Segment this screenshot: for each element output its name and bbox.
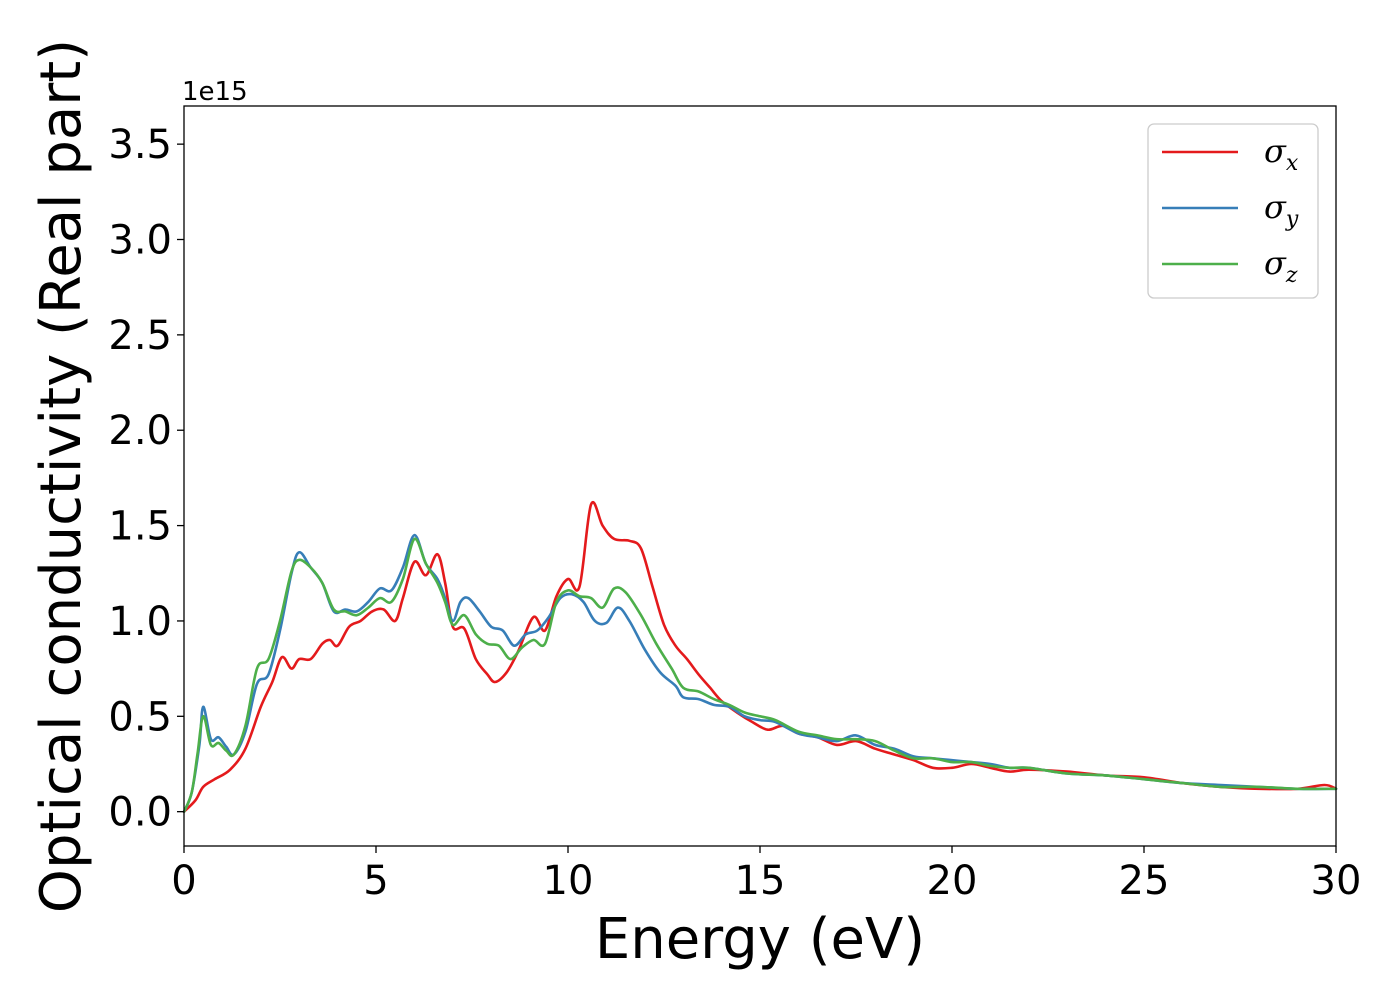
y-tick-label: 1.0 — [108, 599, 172, 645]
series-line-z — [182, 537, 1338, 813]
legend-label-x: σx — [1264, 132, 1299, 176]
x-tick-label: 30 — [1311, 858, 1362, 904]
y-tick-label: 1.5 — [108, 504, 172, 550]
x-tick-label: 20 — [927, 858, 978, 904]
x-tick-label: 10 — [543, 858, 594, 904]
x-axis-title: Energy (eV) — [595, 907, 925, 972]
series-line-y — [182, 533, 1338, 813]
y-axis: 0.0 0.5 1.0 1.5 2.0 2.5 3.0 3.5 — [108, 122, 184, 836]
plot-lines — [182, 501, 1338, 813]
y-offset-label: 1e15 — [182, 77, 248, 107]
x-tick-label: 0 — [171, 858, 196, 904]
y-tick-label: 2.5 — [108, 313, 172, 359]
x-axis: 0 5 10 15 20 25 30 — [171, 846, 1361, 904]
legend-label-y: σy — [1264, 188, 1299, 232]
y-tick-label: 3.5 — [108, 122, 172, 168]
y-tick-label: 0.0 — [108, 790, 172, 836]
y-tick-label: 2.0 — [108, 408, 172, 454]
y-tick-label: 3.0 — [108, 218, 172, 264]
y-axis-title: Optical conductivity (Real part) — [29, 39, 94, 913]
x-tick-label: 25 — [1119, 858, 1170, 904]
series-line-x — [182, 501, 1338, 813]
legend-box — [1147, 123, 1319, 299]
y-tick-label: 0.5 — [108, 694, 172, 740]
x-tick-label: 15 — [735, 858, 786, 904]
x-tick-label: 5 — [363, 858, 388, 904]
